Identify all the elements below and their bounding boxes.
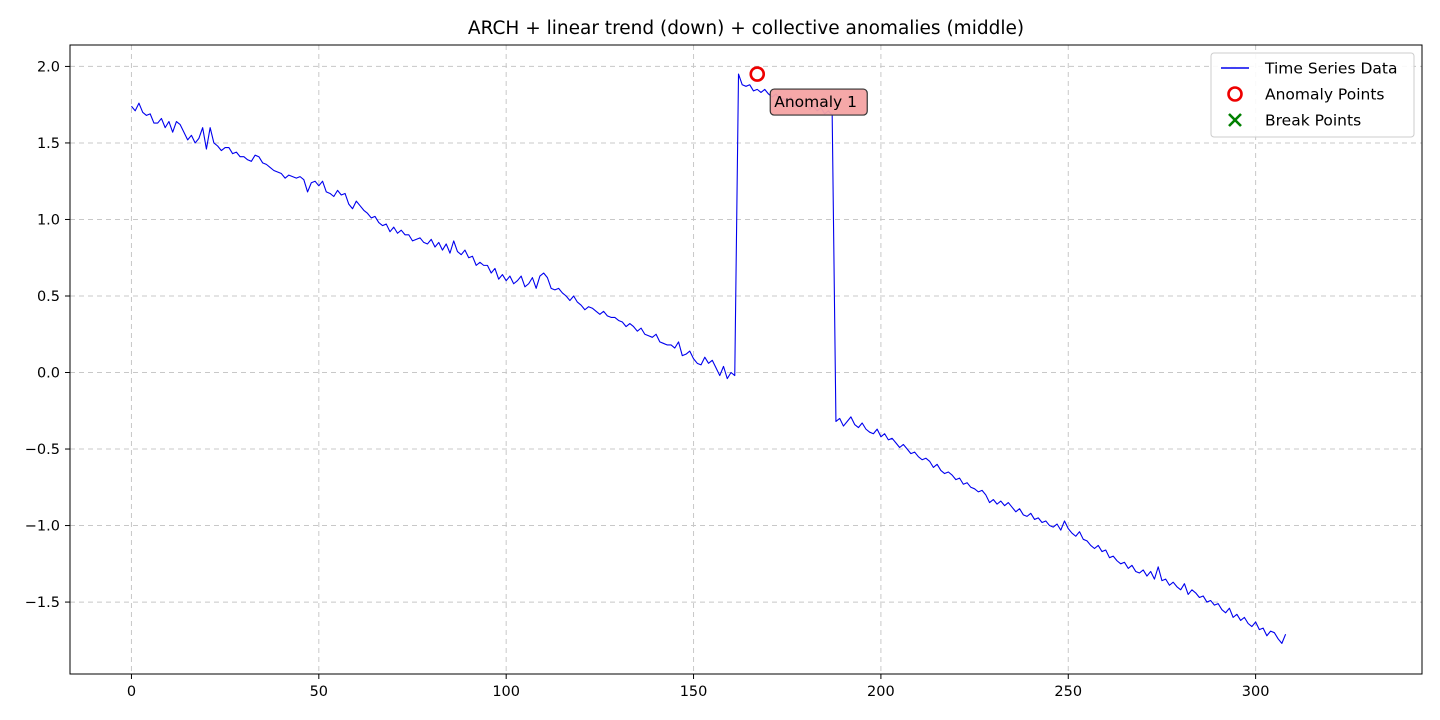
x-tick-label: 0 (127, 684, 136, 700)
y-tick-label: 1.0 (37, 212, 60, 228)
legend-entry: Anomaly Points (1227, 86, 1384, 104)
x-tick-label: 200 (867, 684, 895, 700)
x-tick-label: 100 (492, 684, 520, 700)
x-tick-label: 150 (680, 684, 708, 700)
legend-label: Anomaly Points (1265, 86, 1384, 104)
series-layer (131, 73, 1287, 644)
anomaly-annotation: Anomaly 1 (769, 88, 868, 116)
anomaly-point (749, 66, 766, 82)
annotations: Anomaly 1 (769, 88, 868, 116)
legend-frame (1210, 52, 1415, 138)
y-tick-label: −1.5 (25, 595, 60, 611)
y-tick-label: −0.5 (25, 442, 60, 458)
x-tick-label: 50 (310, 684, 328, 700)
axes: 0 50 100 150 200 250 300 −1.5 −1.0 −0.5 0.0 0.5 1.0 1… (25, 59, 1270, 700)
legend-label: Time Series Data (1264, 60, 1397, 78)
legend-x-swatch (1228, 113, 1242, 127)
legend: Time Series Data Anomaly Points Break Poin… (1210, 52, 1415, 138)
y-tick-label: 2.0 (37, 59, 60, 75)
legend-circle-swatch (1227, 86, 1243, 102)
annotation-box (769, 88, 868, 116)
legend-label: Break Points (1265, 112, 1361, 130)
plot-frame (69, 44, 1423, 675)
anomaly-markers (749, 66, 766, 82)
y-tick-label: 0.5 (37, 289, 60, 305)
chart-title: ARCH + linear trend (down) + collective … (468, 18, 1024, 39)
grid (70, 45, 1422, 674)
y-tick-label: 0.0 (37, 366, 60, 382)
x-tick-label: 300 (1242, 684, 1270, 700)
legend-entry: Time Series Data (1221, 60, 1397, 78)
annotation-label: Anomaly 1 (774, 93, 857, 111)
legend-entry: Break Points (1228, 112, 1361, 130)
x-tick-label: 250 (1054, 684, 1082, 700)
y-tick-label: 1.5 (37, 136, 60, 152)
y-tick-label: −1.0 (25, 519, 60, 535)
series-line (131, 73, 1287, 644)
